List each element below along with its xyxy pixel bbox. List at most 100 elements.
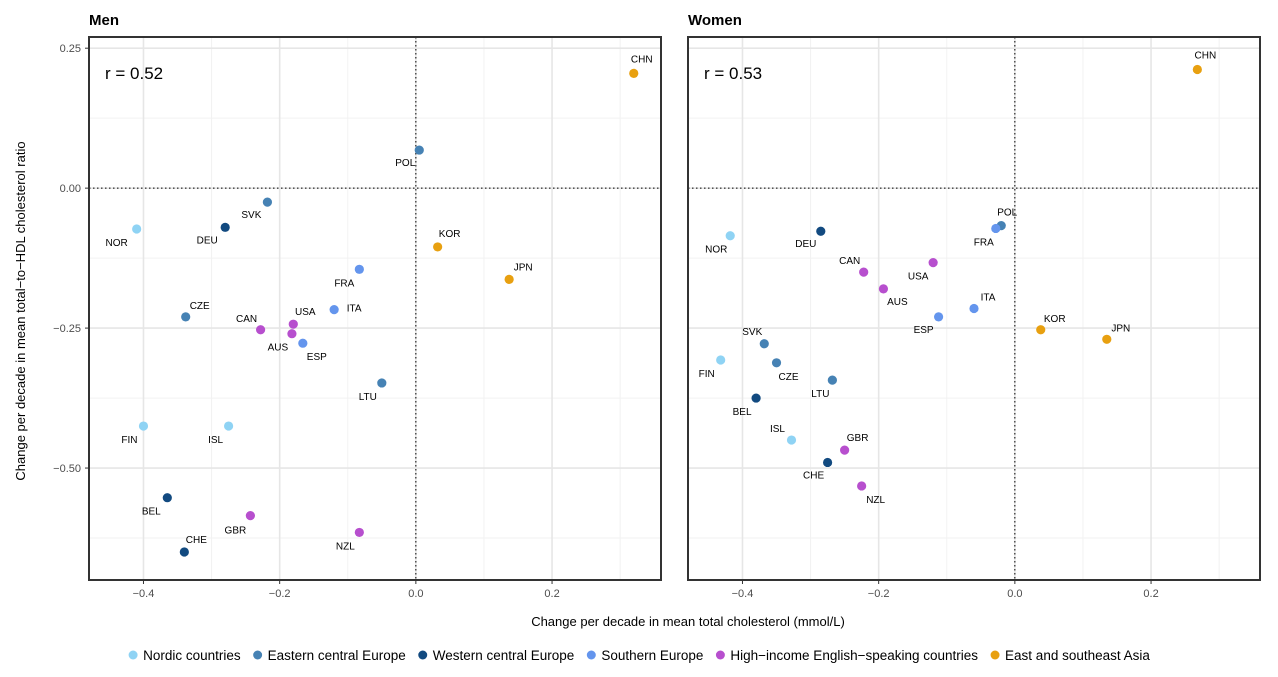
- point-label-nzl: NZL: [336, 541, 355, 552]
- y-tick-label: 0.25: [60, 43, 81, 55]
- legend: Nordic countries Eastern central Europe We…: [128, 648, 1150, 663]
- x-tick-label: −0.2: [269, 588, 291, 600]
- panels-layer: Men −0.4 −0.2 0.0 0.2 0.25 0.00 −0.25 −0.50 r = 0…: [53, 12, 1261, 600]
- point-label-bel: BEL: [733, 407, 752, 418]
- data-point-cze: [771, 358, 782, 368]
- panel-women: Women −0.4 −0.2 0.0 0.2 r = 0.53 CHN POL FRA DEU N…: [687, 12, 1261, 600]
- data-point-aus: [878, 284, 889, 294]
- point-label-isl: ISL: [208, 435, 223, 446]
- data-point-gbr: [245, 511, 255, 521]
- data-point-isl: [223, 421, 234, 431]
- point-label-jpn: JPN: [1111, 323, 1130, 334]
- data-point-fra: [354, 264, 364, 274]
- data-point-ltu: [827, 375, 837, 385]
- point-label-deu: DEU: [197, 235, 218, 246]
- legend-item: High−income English−speaking countries: [715, 648, 978, 663]
- legend-label: East and southeast Asia: [1005, 648, 1150, 663]
- y-tick-label: −0.50: [53, 463, 81, 475]
- data-point-deu: [816, 226, 826, 236]
- x-axis-title: Change per decade in mean total choleste…: [531, 614, 845, 629]
- y-tick-label: 0.00: [60, 183, 81, 195]
- point-label-cze: CZE: [779, 372, 799, 383]
- point-label-chn: CHN: [631, 54, 653, 65]
- x-tick-label: 0.0: [408, 588, 423, 600]
- point-label-aus: AUS: [268, 343, 289, 354]
- correlation-label: r = 0.52: [105, 64, 163, 83]
- point-label-fra: FRA: [334, 278, 354, 289]
- point-label-nzl: NZL: [866, 495, 885, 506]
- data-point-jpn: [504, 274, 514, 284]
- data-point-cze: [181, 312, 191, 322]
- point-label-pol: POL: [997, 208, 1017, 219]
- point-label-ltu: LTU: [359, 392, 377, 403]
- y-axis-title: Change per decade in mean total−to−HDL c…: [13, 141, 28, 480]
- legend-item: Nordic countries: [128, 648, 241, 663]
- legend-label: High−income English−speaking countries: [730, 648, 978, 663]
- legend-swatch: [715, 650, 725, 660]
- point-label-che: CHE: [803, 470, 824, 481]
- panel-title: Men: [89, 12, 119, 29]
- x-tick-label: 0.2: [1143, 588, 1158, 600]
- data-point-pol: [414, 145, 424, 155]
- data-point-bel: [751, 393, 761, 403]
- data-point-svk: [759, 339, 769, 349]
- legend-label: Eastern central Europe: [268, 648, 406, 663]
- panel-title: Women: [688, 12, 742, 29]
- data-point-kor: [433, 242, 443, 252]
- data-point-nor: [132, 224, 142, 234]
- point-label-usa: USA: [295, 307, 316, 318]
- data-point-ltu: [377, 378, 387, 388]
- point-label-gbr: GBR: [847, 433, 869, 444]
- panel-border: [88, 36, 662, 581]
- point-label-cze: CZE: [190, 301, 210, 312]
- point-label-chn: CHN: [1195, 50, 1217, 61]
- legend-swatch: [418, 650, 428, 660]
- point-label-pol: POL: [395, 158, 415, 169]
- x-tick-label: 0.2: [544, 588, 559, 600]
- data-point-usa: [928, 257, 938, 268]
- legend-swatch: [253, 650, 263, 660]
- legend-swatch: [586, 650, 596, 660]
- point-label-aus: AUS: [887, 297, 908, 308]
- data-point-jpn: [1102, 334, 1112, 344]
- data-point-deu: [220, 222, 230, 232]
- point-label-usa: USA: [908, 272, 929, 283]
- data-point-bel: [162, 493, 172, 503]
- panel-border: [687, 36, 1261, 581]
- legend-label: Southern Europe: [601, 648, 703, 663]
- data-point-svk: [262, 197, 273, 207]
- point-label-nor: NOR: [106, 238, 128, 249]
- data-point-can: [859, 267, 869, 277]
- point-label-can: CAN: [839, 256, 860, 267]
- legend-swatch: [990, 650, 1000, 660]
- point-label-ita: ITA: [347, 304, 362, 315]
- data-point-che: [822, 457, 833, 468]
- correlation-label: r = 0.53: [704, 64, 762, 83]
- data-point-usa: [288, 319, 298, 329]
- point-label-fra: FRA: [974, 237, 994, 248]
- point-label-jpn: JPN: [514, 262, 533, 273]
- legend-item: Eastern central Europe: [253, 648, 406, 663]
- x-tick-label: −0.4: [133, 588, 155, 600]
- legend-item: Southern Europe: [586, 648, 703, 663]
- point-label-can: CAN: [236, 314, 257, 325]
- point-label-kor: KOR: [439, 229, 461, 240]
- x-tick-label: −0.4: [732, 588, 754, 600]
- data-point-fin: [138, 421, 149, 431]
- data-point-fin: [716, 355, 726, 365]
- data-point-ita: [969, 303, 979, 314]
- point-label-isl: ISL: [770, 424, 785, 435]
- point-label-nor: NOR: [705, 245, 727, 256]
- point-label-kor: KOR: [1044, 314, 1066, 325]
- data-point-aus: [287, 329, 297, 339]
- point-label-svk: SVK: [742, 327, 762, 338]
- data-point-nzl: [857, 481, 867, 491]
- point-label-svk: SVK: [241, 210, 261, 221]
- data-point-esp: [933, 312, 944, 322]
- data-point-kor: [1036, 325, 1046, 335]
- y-tick-label: −0.25: [53, 323, 81, 335]
- point-label-esp: ESP: [307, 352, 327, 363]
- point-label-fin: FIN: [699, 369, 715, 380]
- point-label-che: CHE: [186, 535, 207, 546]
